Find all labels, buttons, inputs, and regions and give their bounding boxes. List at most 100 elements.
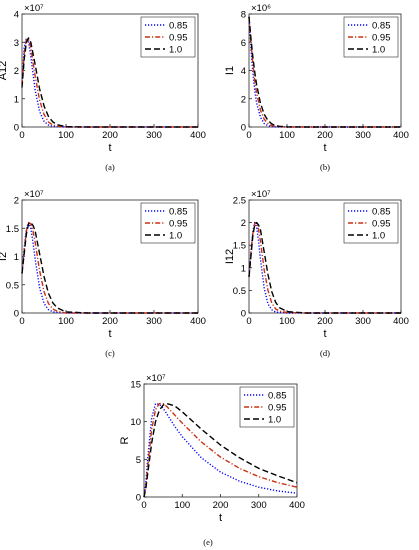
legend-label: 0.85: [268, 391, 287, 402]
x-tick-label: 200: [213, 500, 229, 511]
legend-label: 0.95: [372, 33, 391, 44]
y-tick-label: 0: [136, 493, 141, 504]
legend: 0.850.951.0: [140, 16, 196, 58]
legend-label: 0.95: [268, 403, 287, 414]
y-tick-label: 4: [241, 66, 246, 77]
y-axis-label: R: [119, 436, 131, 444]
axis-exponent: ×10⁷: [24, 3, 44, 14]
series-line-0.95: [143, 402, 298, 498]
series-line-0.85: [21, 37, 198, 128]
x-tick-label: 100: [58, 316, 74, 327]
x-tick-label: 0: [19, 130, 24, 141]
x-tick-label: 400: [393, 130, 409, 141]
x-axis-label: t: [323, 328, 326, 340]
y-axis-label: I1: [224, 66, 236, 75]
x-tick-label: 400: [393, 316, 409, 327]
legend-label: 1.0: [372, 231, 385, 242]
legend-label: 0.85: [169, 21, 188, 32]
legend: 0.850.951.0: [343, 202, 399, 244]
x-tick-label: 200: [317, 316, 333, 327]
panel-label: (e): [203, 537, 213, 547]
x-tick-label: 300: [251, 500, 267, 511]
series-line-1.0: [248, 16, 401, 128]
x-tick-label: 400: [289, 500, 305, 511]
axis-exponent: ×10⁶: [251, 3, 271, 14]
legend: 0.850.951.0: [239, 386, 295, 428]
y-tick-label: 3: [14, 38, 19, 49]
axis-exponent: ×10⁷: [24, 189, 44, 200]
y-tick-label: 10: [130, 417, 141, 428]
legend-label: 0.85: [169, 207, 188, 218]
x-tick-label: 200: [102, 130, 118, 141]
legend-label: 1.0: [169, 45, 182, 56]
legend-label: 0.95: [169, 33, 188, 44]
x-tick-label: 100: [279, 130, 295, 141]
x-tick-label: 0: [141, 500, 146, 511]
y-tick-label: 8: [241, 10, 246, 21]
axis-exponent: ×10⁷: [146, 373, 166, 384]
y-tick-label: 1: [14, 252, 19, 263]
x-tick-label: 200: [317, 130, 333, 141]
y-tick-label: 2: [241, 218, 246, 229]
legend: 0.850.951.0: [343, 16, 399, 58]
y-tick-label: 0: [241, 309, 246, 320]
panel-label: (c): [105, 348, 115, 358]
panel-label: (d): [320, 348, 330, 358]
y-tick-label: 0: [14, 123, 19, 134]
series-line-1.0: [248, 221, 401, 314]
x-tick-label: 0: [246, 130, 251, 141]
y-tick-label: 5: [136, 455, 141, 466]
y-tick-label: 15: [130, 380, 141, 391]
chart-panel-4: 0 100 200 300 400 0 0.5 1 1.5 2 2.5 ×10⁷ t I12 0.850.9…: [224, 189, 409, 358]
y-tick-label: 0: [241, 123, 246, 134]
y-tick-label: 1.5: [233, 241, 246, 252]
series-line-1.0: [21, 221, 198, 314]
y-axis-label: A12: [0, 61, 9, 81]
chart-panel-1: 0 100 200 300 400 0 1 2 3 4 ×10⁷ t A12 0.850.951.0 (a): [0, 3, 206, 172]
x-tick-label: 200: [102, 316, 118, 327]
series-line-1.0: [21, 37, 198, 128]
legend-label: 1.0: [169, 231, 182, 242]
legend-label: 0.85: [372, 207, 391, 218]
legend-label: 1.0: [268, 415, 281, 426]
x-tick-label: 100: [279, 316, 295, 327]
legend-label: 0.95: [169, 219, 188, 230]
series-line-0.85: [143, 402, 298, 498]
x-tick-label: 300: [146, 130, 162, 141]
series-line-1.0: [143, 402, 298, 498]
legend-label: 0.95: [372, 219, 391, 230]
y-tick-label: 2: [14, 196, 19, 207]
y-tick-label: 0.5: [233, 286, 246, 297]
y-tick-label: 2: [14, 66, 19, 77]
chart-panel-5: 0 100 200 300 400 0 5 10 15 ×10⁷ t R 0.850.951.0 (e): [119, 373, 305, 547]
x-axis-label: t: [323, 142, 326, 154]
y-axis-label: I12: [224, 249, 236, 264]
x-axis-label: t: [108, 142, 111, 154]
chart-panel-3: 0 100 200 300 400 0 0.5 1 1.5 2 ×10⁷ t I2 0.850.951.0…: [0, 189, 206, 358]
x-tick-label: 300: [355, 130, 371, 141]
x-tick-label: 100: [58, 130, 74, 141]
chart-panel-2: 0 100 200 300 400 0 2 4 6 8 ×10⁶ t I1 0.850.951.0 (b): [224, 3, 409, 172]
y-tick-label: 4: [14, 10, 19, 21]
y-tick-label: 1.5: [6, 224, 19, 235]
y-axis-label: I2: [0, 252, 9, 261]
legend-label: 0.85: [372, 21, 391, 32]
x-tick-label: 400: [190, 130, 206, 141]
x-tick-label: 0: [19, 316, 24, 327]
y-tick-label: 2: [241, 94, 246, 105]
x-axis-label: t: [219, 512, 222, 524]
y-tick-label: 0: [14, 309, 19, 320]
series-line-0.85: [248, 16, 401, 128]
y-tick-label: 1: [241, 263, 246, 274]
y-tick-label: 0.5: [6, 280, 19, 291]
panel-label: (a): [105, 162, 115, 172]
x-axis-label: t: [108, 328, 111, 340]
y-tick-label: 2.5: [233, 196, 246, 207]
y-tick-label: 1: [14, 94, 19, 105]
panel-label: (b): [320, 162, 330, 172]
x-tick-label: 300: [355, 316, 371, 327]
y-tick-label: 6: [241, 38, 246, 49]
x-tick-label: 100: [174, 500, 190, 511]
legend-label: 1.0: [372, 45, 385, 56]
